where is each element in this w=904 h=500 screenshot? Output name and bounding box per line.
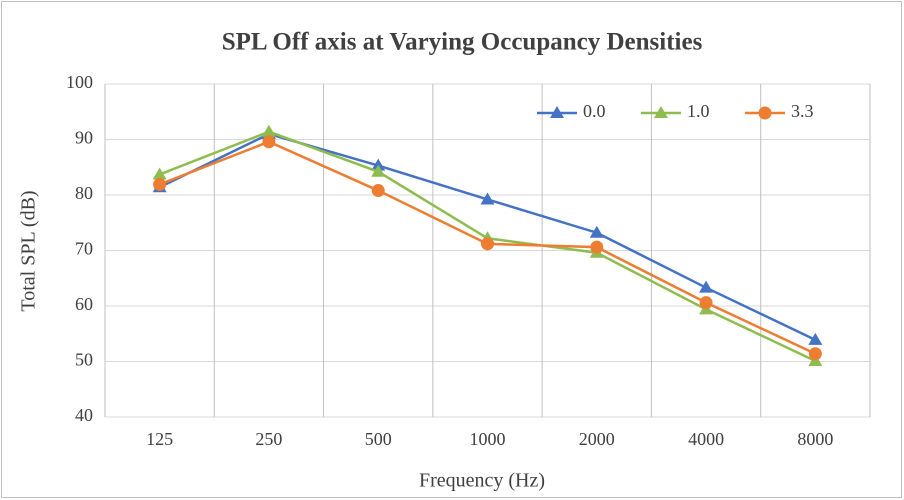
x-tick-label: 1000 bbox=[470, 429, 506, 449]
marker bbox=[808, 332, 823, 345]
marker bbox=[262, 135, 276, 149]
marker bbox=[758, 106, 772, 120]
legend-label: 3.3 bbox=[791, 101, 814, 121]
x-tick-label: 125 bbox=[146, 429, 173, 449]
marker bbox=[590, 240, 604, 254]
marker bbox=[371, 158, 386, 171]
marker bbox=[654, 106, 668, 118]
marker bbox=[152, 167, 167, 180]
marker bbox=[589, 225, 604, 238]
y-tick-label: 60 bbox=[75, 294, 93, 314]
marker bbox=[699, 280, 714, 293]
legend-label: 1.0 bbox=[687, 101, 710, 121]
x-tick-label: 250 bbox=[255, 429, 282, 449]
marker bbox=[481, 237, 494, 251]
x-axis-label: Frequency (Hz) bbox=[419, 470, 545, 492]
y-tick-label: 50 bbox=[75, 350, 93, 370]
marker bbox=[480, 192, 495, 205]
x-tick-label: 8000 bbox=[797, 429, 833, 449]
marker bbox=[699, 296, 713, 310]
x-tick-label: 4000 bbox=[688, 429, 724, 449]
y-tick-label: 40 bbox=[75, 405, 93, 425]
y-tick-label: 90 bbox=[75, 128, 93, 148]
y-tick-label: 70 bbox=[75, 239, 93, 259]
y-tick-label: 80 bbox=[75, 183, 93, 203]
y-tick-label: 100 bbox=[66, 72, 93, 92]
x-tick-label: 500 bbox=[365, 429, 392, 449]
x-tick-label: 2000 bbox=[579, 429, 615, 449]
legend-label: 0.0 bbox=[583, 101, 606, 121]
marker bbox=[371, 164, 386, 177]
marker bbox=[808, 347, 822, 361]
chart-title: SPL Off axis at Varying Occupancy Densit… bbox=[222, 29, 703, 56]
marker bbox=[371, 184, 385, 198]
marker bbox=[550, 106, 564, 118]
y-axis-label: Total SPL (dB) bbox=[18, 190, 40, 311]
marker bbox=[261, 124, 276, 137]
marker bbox=[153, 177, 167, 191]
